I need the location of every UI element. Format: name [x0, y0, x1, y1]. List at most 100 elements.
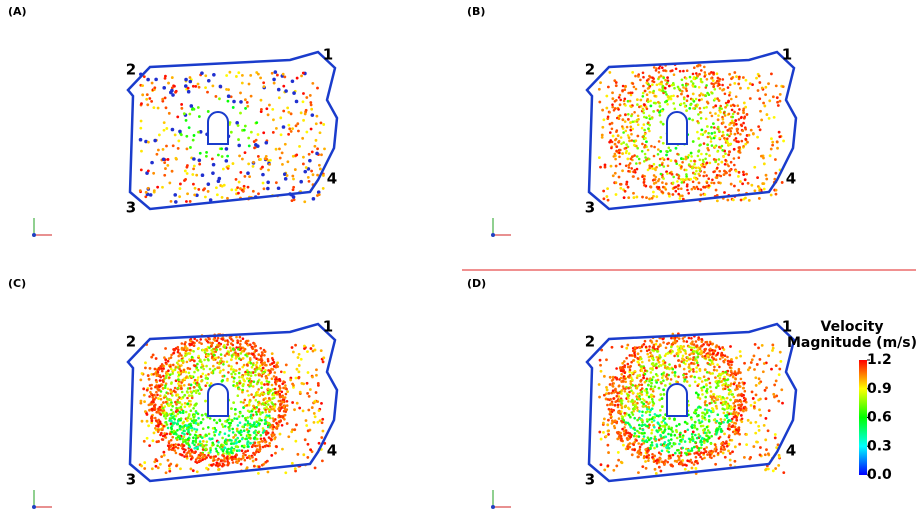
- particle: [598, 88, 601, 91]
- particle: [173, 418, 176, 421]
- particle: [738, 118, 741, 121]
- particle: [667, 439, 670, 442]
- particle: [200, 422, 203, 425]
- particle: [254, 370, 257, 373]
- particle: [736, 130, 739, 133]
- particle: [716, 431, 719, 434]
- particle: [718, 83, 721, 86]
- particle: [241, 158, 244, 161]
- particle: [150, 393, 153, 396]
- particle: [692, 73, 695, 76]
- particles: [598, 63, 785, 202]
- particle: [659, 105, 662, 108]
- particle: [728, 423, 731, 426]
- particle: [253, 453, 256, 456]
- particle: [729, 366, 732, 369]
- particle: [171, 391, 174, 394]
- particle: [281, 448, 284, 451]
- particle: [248, 352, 251, 355]
- particle: [712, 450, 715, 453]
- particle: [247, 344, 250, 347]
- particle: [315, 139, 318, 142]
- particle: [612, 382, 615, 385]
- particle: [175, 407, 178, 410]
- particle: [156, 153, 159, 156]
- particle: [289, 379, 292, 382]
- particle: [683, 345, 686, 348]
- particle: [292, 91, 296, 95]
- particle: [600, 370, 603, 373]
- particle: [246, 369, 249, 372]
- particle: [663, 165, 666, 168]
- particle: [171, 372, 174, 375]
- particle: [710, 435, 713, 438]
- particle: [692, 368, 695, 371]
- particle: [236, 461, 239, 464]
- particle: [257, 133, 260, 136]
- particle: [205, 151, 208, 154]
- particle: [779, 100, 782, 103]
- particle: [717, 181, 720, 184]
- particle: [735, 419, 738, 422]
- particle: [241, 438, 244, 441]
- particle: [281, 152, 284, 155]
- particle: [189, 452, 192, 455]
- particle: [246, 443, 249, 446]
- particle: [696, 131, 699, 134]
- particle: [651, 349, 654, 352]
- particle: [644, 153, 647, 156]
- particle: [244, 373, 247, 376]
- particle: [754, 376, 757, 379]
- particle: [317, 382, 320, 385]
- particle: [698, 144, 701, 147]
- particle: [601, 109, 604, 112]
- particle: [729, 459, 732, 462]
- particle: [649, 414, 652, 417]
- particle: [209, 368, 212, 371]
- particle: [641, 143, 644, 146]
- particle: [194, 404, 197, 407]
- particle: [777, 464, 780, 467]
- particle: [230, 442, 233, 445]
- particle: [202, 456, 205, 459]
- particle: [639, 79, 642, 82]
- particle: [157, 429, 160, 432]
- particle: [620, 392, 623, 395]
- particle: [209, 342, 212, 345]
- particle: [180, 133, 183, 136]
- particle: [661, 157, 664, 160]
- particle: [227, 100, 230, 103]
- particle: [297, 356, 300, 359]
- particle: [230, 365, 233, 368]
- particle: [690, 352, 693, 355]
- particle: [716, 80, 719, 83]
- particle: [668, 417, 671, 420]
- particle: [252, 165, 255, 168]
- particle: [642, 72, 645, 75]
- particle: [648, 359, 651, 362]
- particle: [745, 433, 748, 436]
- particle: [310, 103, 313, 106]
- particle: [640, 443, 643, 446]
- particle: [695, 170, 698, 173]
- particle: [722, 118, 725, 121]
- particle: [244, 107, 247, 110]
- particle: [185, 453, 188, 456]
- particle: [202, 349, 205, 352]
- particle: [701, 389, 704, 392]
- particle: [246, 390, 249, 393]
- particle: [171, 76, 174, 79]
- particle: [665, 347, 668, 350]
- particle: [255, 399, 258, 402]
- particle: [265, 364, 268, 367]
- particle: [255, 413, 258, 416]
- particle: [631, 71, 634, 74]
- particle: [261, 372, 264, 375]
- particle: [743, 382, 746, 385]
- particle: [652, 400, 655, 403]
- particle: [302, 72, 305, 75]
- particle: [740, 199, 743, 202]
- particle: [236, 382, 239, 385]
- particle: [710, 182, 713, 185]
- particle: [238, 432, 241, 435]
